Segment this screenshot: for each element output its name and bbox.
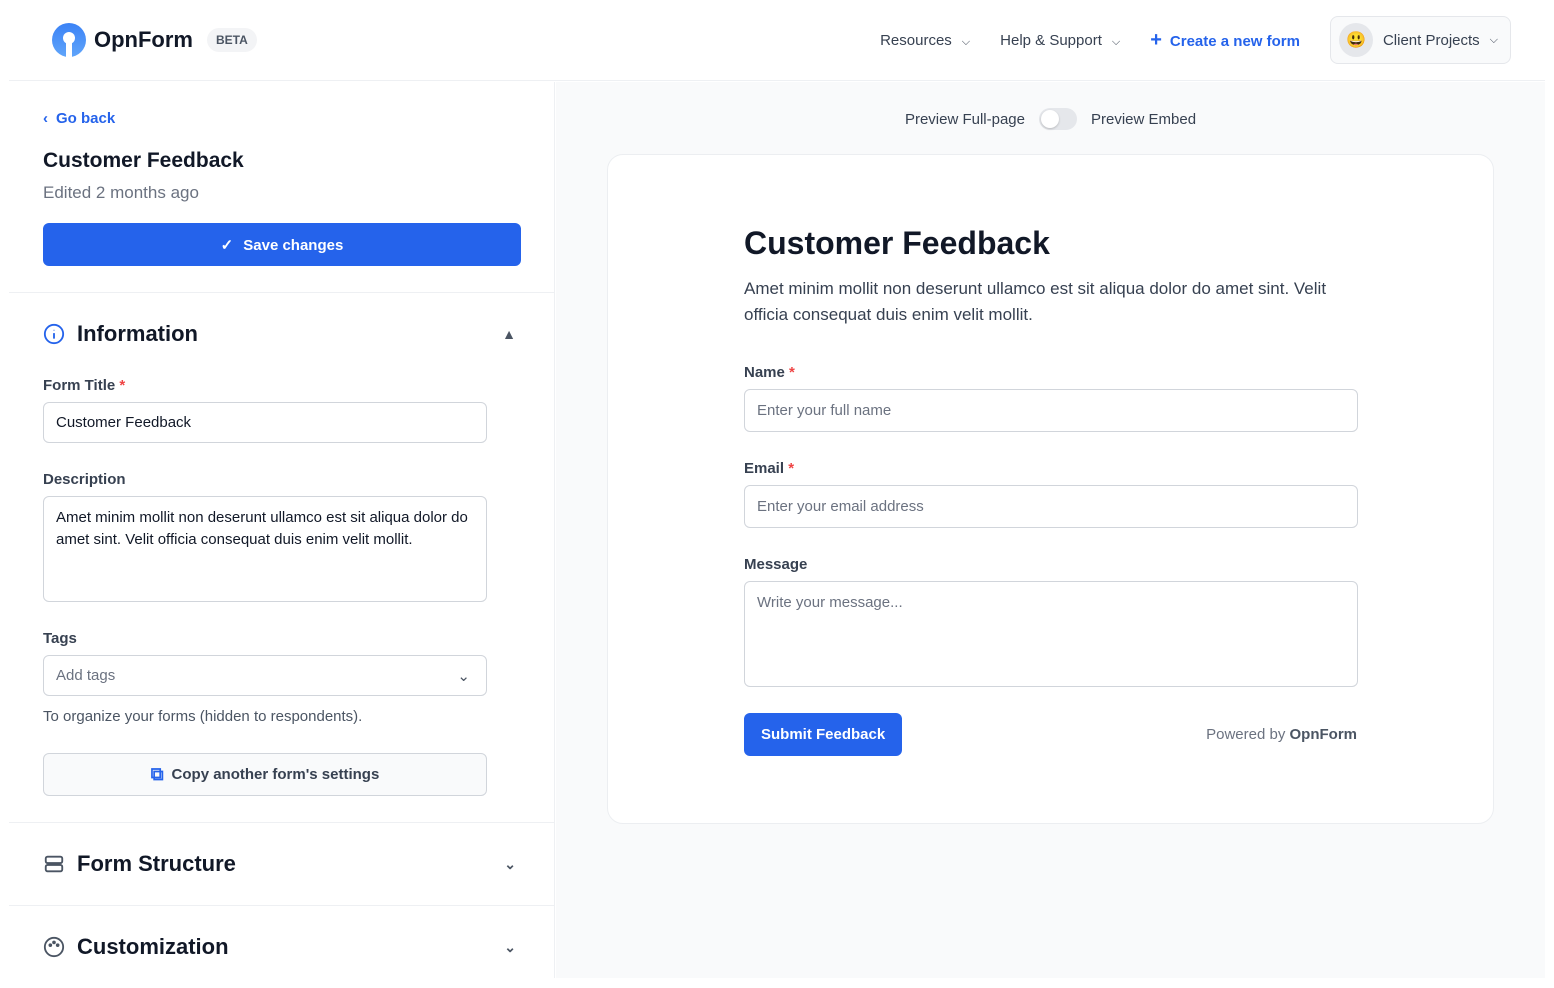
save-changes-button[interactable]: ✓ Save changes [43, 223, 521, 266]
palette-icon [43, 936, 65, 958]
check-icon: ✓ [220, 236, 234, 254]
section-customization[interactable]: Customization ⌄ [9, 905, 554, 988]
tags-help-text: To organize your forms (hidden to respon… [43, 708, 363, 725]
description-textarea[interactable]: Amet minim mollit non deserunt ullamco e… [43, 496, 487, 602]
description-label: Description [43, 471, 126, 488]
name-label: Name * [744, 364, 795, 381]
plus-icon: + [1150, 28, 1162, 51]
create-form-link[interactable]: + Create a new form [1150, 28, 1300, 51]
name-input[interactable]: Enter your full name [744, 389, 1358, 432]
info-icon [43, 323, 65, 345]
form-title-input[interactable]: Customer Feedback [43, 402, 487, 443]
chevron-down-icon: ⌵ [1489, 33, 1498, 46]
nav-help-support[interactable]: Help & Support ⌵ [1000, 31, 1121, 49]
nav-resources[interactable]: Resources ⌵ [880, 31, 971, 49]
chevron-down-icon: ⌄ [504, 938, 516, 955]
message-label: Message [744, 556, 808, 573]
workspace-avatar: 😃 [1338, 23, 1373, 57]
chevron-up-icon: ▲ [502, 326, 516, 342]
email-label: Email * [744, 460, 795, 477]
chevron-left-icon: ‹ [43, 110, 48, 127]
chevron-down-icon: ⌵ [961, 35, 971, 48]
powered-by-link[interactable]: Powered by OpnForm [1206, 726, 1357, 743]
brand-name: OpnForm [94, 27, 193, 52]
editor-sidebar: ‹ Go back Customer Feedback Edited 2 mont… [9, 82, 555, 978]
go-back-link[interactable]: ‹ Go back [43, 110, 116, 127]
edited-status: Edited 2 months ago [43, 183, 199, 202]
preview-embed-label: Preview Embed [1091, 110, 1197, 128]
form-preview-card: Customer Feedback Amet minim mollit non … [607, 154, 1494, 824]
preview-full-page-label: Preview Full-page [904, 110, 1025, 128]
top-header: OpnForm BETA Resources ⌵ Help & Support ⌵ … [9, 0, 1545, 81]
tags-select[interactable]: Add tags ⌄ [43, 655, 487, 696]
copy-settings-button[interactable]: ⧉ Copy another form's settings [43, 753, 487, 796]
workspace-selector[interactable]: 😃 Client Projects ⌵ [1329, 16, 1511, 64]
opnform-logo-icon [52, 23, 86, 57]
preview-mode-toggle[interactable] [1039, 108, 1077, 130]
message-textarea[interactable]: Write your message... [744, 581, 1358, 687]
submit-feedback-button[interactable]: Submit Feedback [744, 713, 903, 756]
rows-icon [44, 855, 64, 873]
chevron-down-icon: ⌄ [457, 668, 470, 685]
copy-icon: ⧉ [150, 764, 164, 784]
email-input[interactable]: Enter your email address [744, 485, 1358, 528]
section-information[interactable]: Information ▲ [9, 292, 554, 375]
section-form-structure[interactable]: Form Structure ⌄ [9, 822, 554, 905]
chevron-down-icon: ⌵ [1111, 35, 1121, 48]
preview-form-title: Customer Feedback [744, 225, 1050, 261]
preview-area: Preview Full-page Preview Embed Customer… [556, 82, 1545, 978]
preview-form-description: Amet minim mollit non deserunt ullamco e… [744, 279, 1327, 324]
form-title-label: Form Title * [43, 377, 126, 394]
logo[interactable]: OpnForm BETA [52, 23, 257, 57]
chevron-down-icon: ⌄ [504, 855, 516, 872]
beta-badge: BETA [207, 28, 257, 52]
tags-label: Tags [43, 630, 77, 647]
form-title-heading: Customer Feedback [43, 149, 244, 172]
